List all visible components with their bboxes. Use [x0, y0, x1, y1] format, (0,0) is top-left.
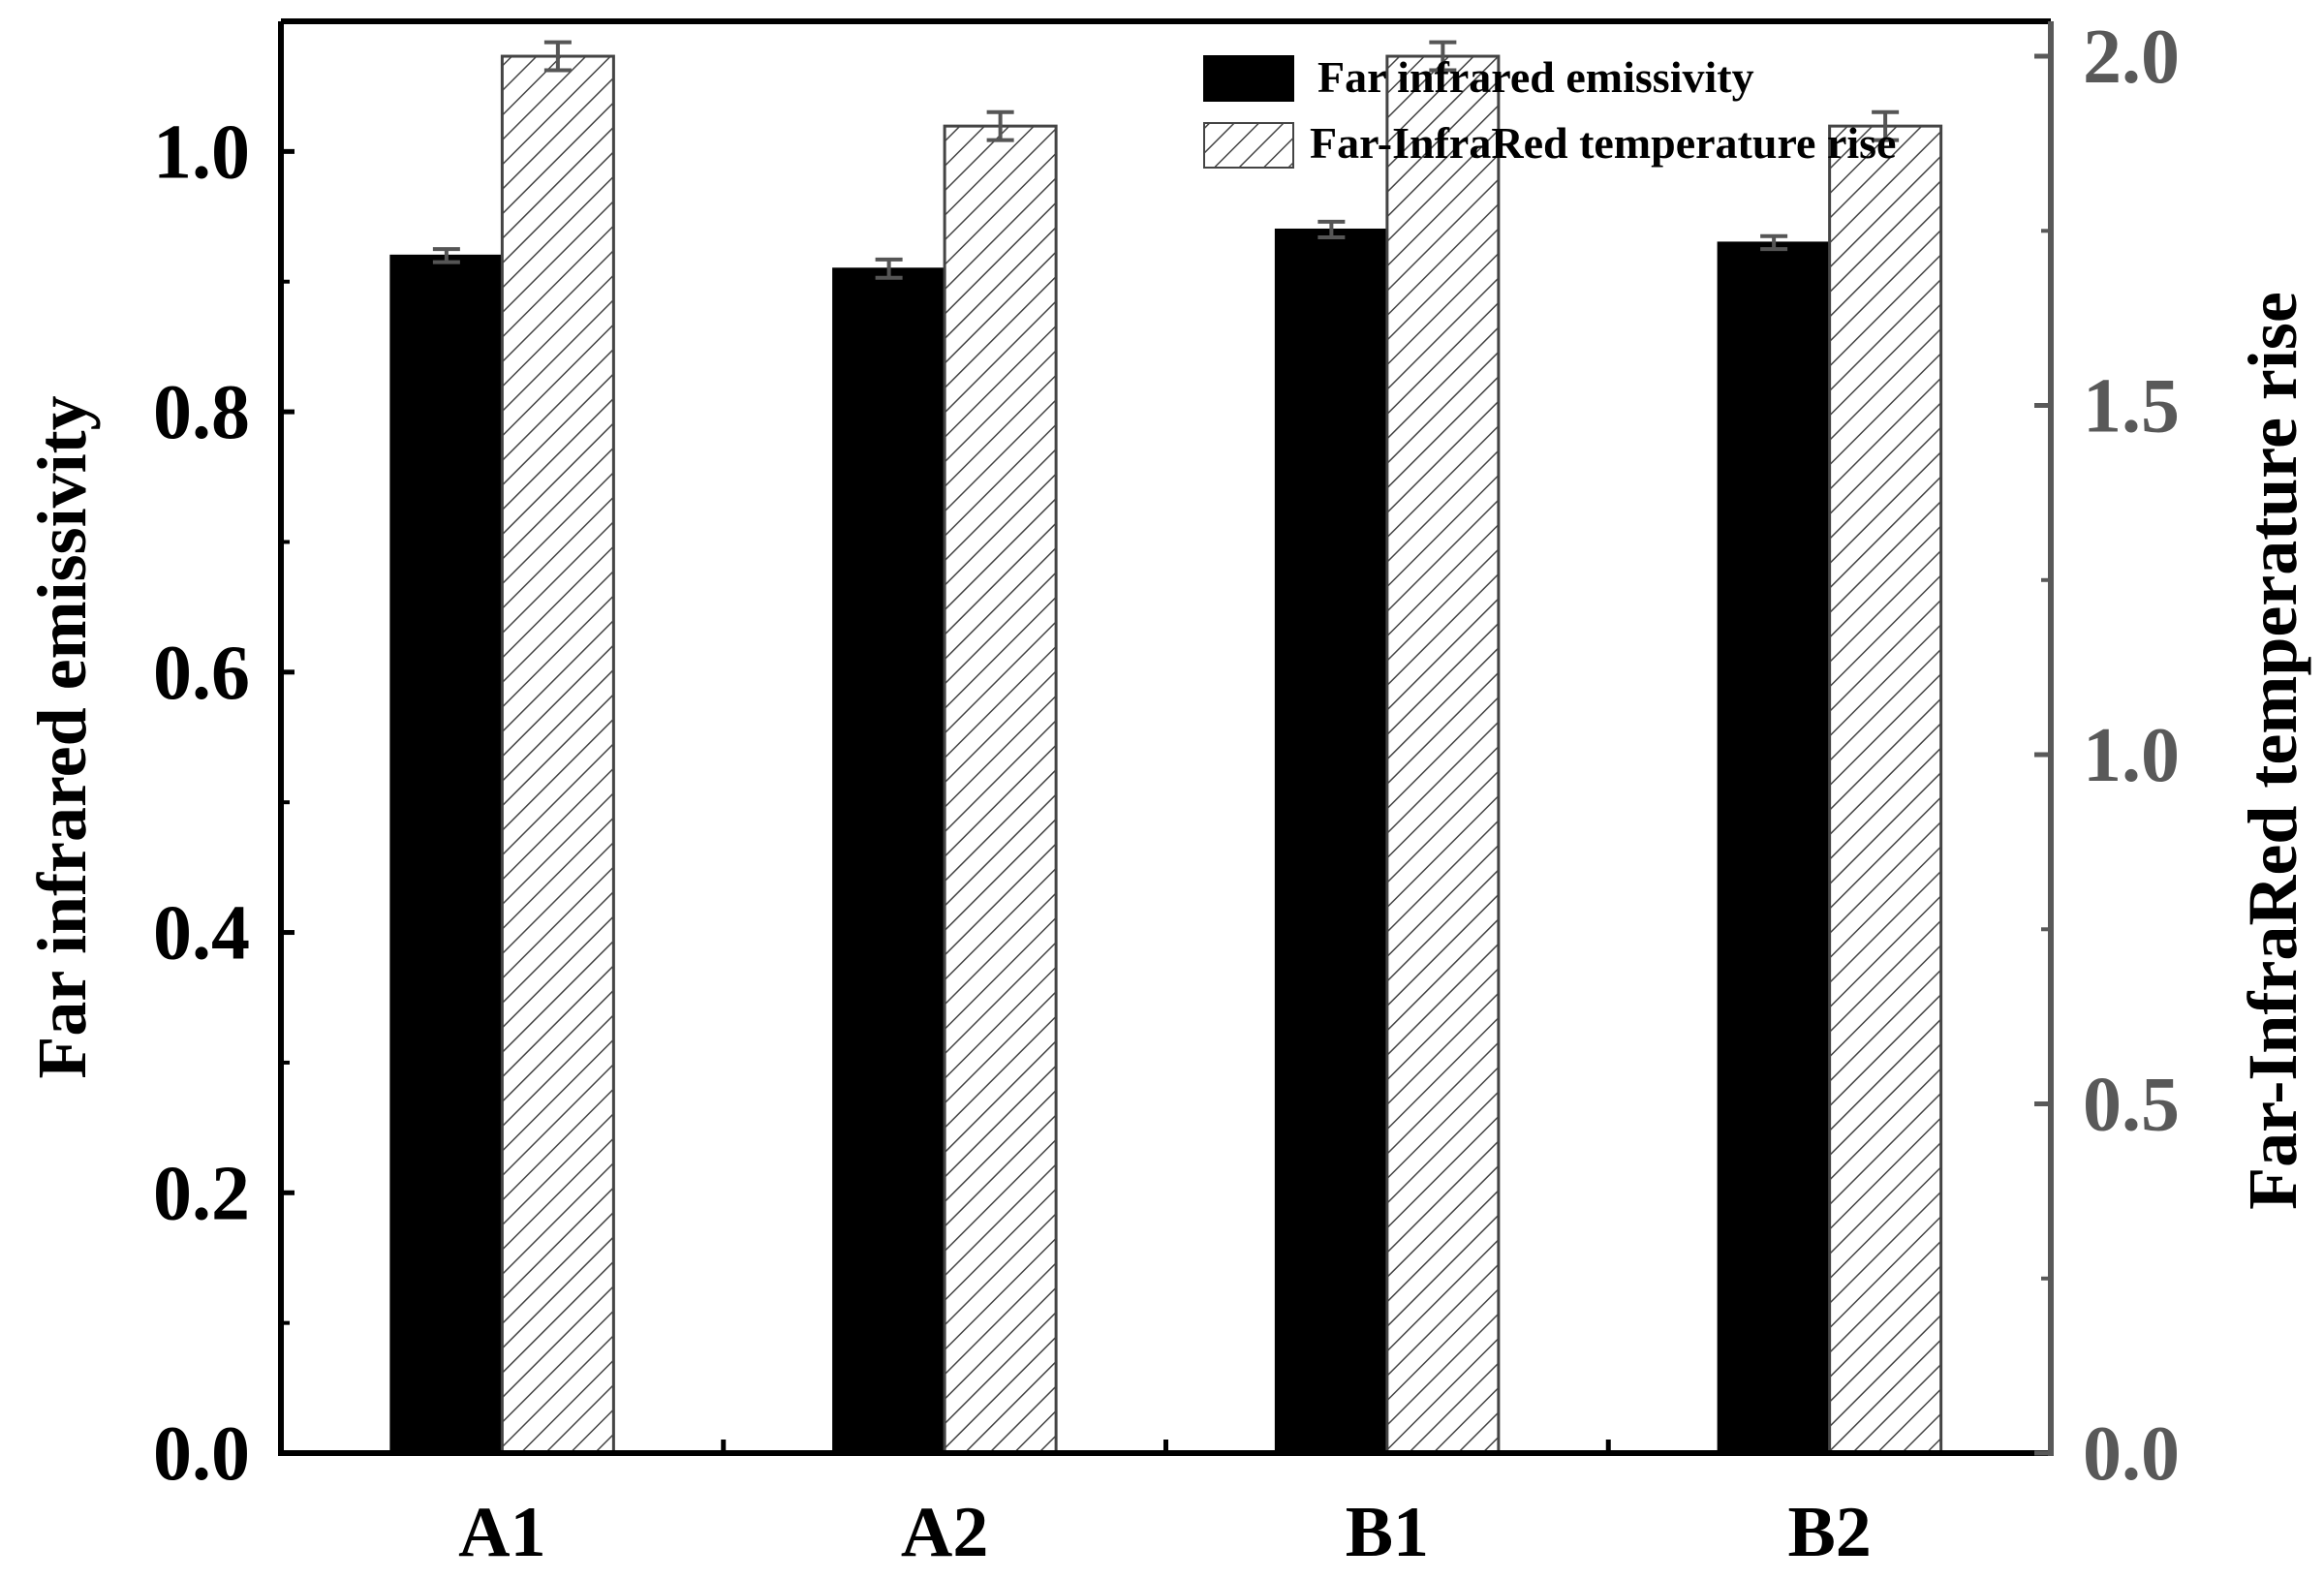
bars-layer [389, 54, 1943, 1455]
bar-temperature-rise [500, 54, 615, 1455]
x-category-label: B1 [1346, 1493, 1429, 1572]
right-y-axis-title: Far-InfraRed temperature rise [2234, 292, 2311, 1210]
bar-emissivity [1274, 228, 1388, 1454]
legend-label-temperature-rise: Far-InfraRed temperature rise [1310, 118, 1896, 168]
left-tick-label: 1.0 [153, 109, 250, 195]
left-tick-label: 0.8 [153, 370, 250, 455]
x-axis-ticks: A1 A2 B1 B2 [458, 1440, 1872, 1572]
right-y-axis-ticks: 0.0 0.5 1.0 1.5 2.0 [2034, 15, 2180, 1497]
right-tick-label: 1.5 [2083, 364, 2180, 449]
right-tick-label: 0.5 [2083, 1063, 2180, 1148]
bar-temperature-rise [1385, 54, 1501, 1455]
left-tick-label: 0.6 [153, 631, 250, 716]
left-tick-label: 0.0 [153, 1411, 250, 1497]
legend-label-emissivity: Far infrared emissivity [1317, 52, 1754, 102]
left-tick-label: 0.2 [153, 1151, 250, 1236]
error-bars-layer [432, 40, 1900, 280]
legend-swatch-hatched [1203, 122, 1294, 169]
right-tick-label: 1.0 [2083, 713, 2180, 798]
right-tick-label: 2.0 [2083, 15, 2180, 100]
left-y-axis-title: Far infrared emissivity [23, 395, 101, 1078]
right-tick-label: 0.0 [2083, 1411, 2180, 1497]
bar-temperature-rise [943, 124, 1058, 1455]
x-category-label: B2 [1787, 1493, 1871, 1572]
legend: Far infrared emissivity Far-InfraRed tem… [1203, 52, 1896, 169]
x-category-label: A2 [901, 1493, 988, 1572]
x-category-label: A1 [458, 1493, 545, 1572]
bar-emissivity [1717, 241, 1831, 1454]
legend-swatch-solid [1203, 55, 1294, 102]
bar-emissivity [389, 254, 504, 1455]
bar-temperature-rise [1828, 124, 1943, 1455]
left-y-axis-ticks: 0.0 0.2 0.4 0.6 0.8 1.0 [153, 19, 294, 1497]
left-tick-label: 0.4 [153, 891, 250, 976]
bar-emissivity [832, 267, 946, 1455]
